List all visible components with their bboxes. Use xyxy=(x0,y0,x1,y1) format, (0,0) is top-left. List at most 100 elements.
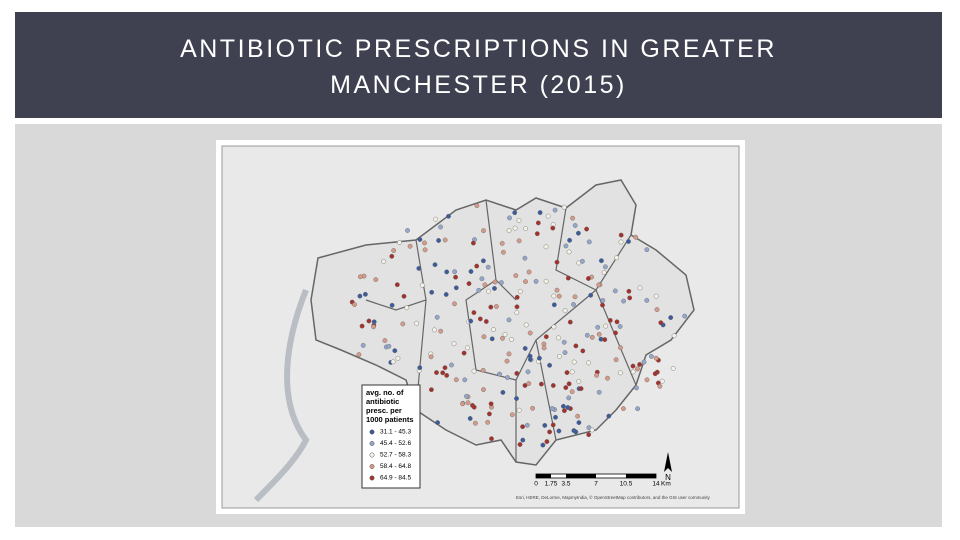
practice-point xyxy=(472,420,478,426)
practice-point xyxy=(613,357,619,363)
practice-point xyxy=(571,301,576,307)
practice-point xyxy=(542,422,548,428)
practice-point xyxy=(561,408,567,414)
practice-point xyxy=(400,321,406,327)
practice-point xyxy=(627,295,633,301)
practice-point xyxy=(507,215,512,221)
practice-point xyxy=(481,334,487,340)
practice-point xyxy=(533,278,539,284)
practice-point xyxy=(550,422,556,428)
practice-point xyxy=(453,285,459,291)
scale-label: 3.5 xyxy=(561,481,570,488)
practice-point xyxy=(635,406,640,412)
practice-point xyxy=(467,416,473,421)
practice-point xyxy=(438,328,444,334)
practice-point xyxy=(525,369,531,375)
practice-point xyxy=(359,323,365,329)
practice-point xyxy=(500,335,505,341)
practice-point xyxy=(576,378,582,384)
practice-point xyxy=(547,362,552,368)
practice-point xyxy=(561,204,567,210)
practice-point xyxy=(584,332,590,338)
practice-point xyxy=(657,383,663,389)
practice-point xyxy=(389,302,395,308)
practice-point xyxy=(466,281,472,287)
practice-point xyxy=(452,301,457,307)
legend-title: 1000 patients xyxy=(366,415,414,424)
practice-point xyxy=(586,360,591,366)
practice-point xyxy=(626,239,631,244)
practice-point xyxy=(486,411,492,417)
practice-point xyxy=(554,259,560,265)
practice-point xyxy=(569,369,575,375)
practice-point xyxy=(575,230,581,236)
practice-point xyxy=(431,327,437,333)
practice-point xyxy=(586,425,592,430)
practice-point xyxy=(434,370,439,376)
practice-point xyxy=(502,332,508,337)
practice-point xyxy=(617,370,623,376)
practice-point xyxy=(488,304,494,310)
north-arrow xyxy=(664,452,672,472)
practice-point xyxy=(540,442,546,448)
practice-point xyxy=(449,362,454,368)
practice-point xyxy=(371,324,376,330)
scale-label: 14 xyxy=(652,481,660,488)
practice-point xyxy=(562,350,568,356)
practice-point xyxy=(434,314,440,320)
practice-point xyxy=(509,412,515,418)
practice-point xyxy=(516,238,522,244)
practice-point xyxy=(523,279,528,285)
practice-point xyxy=(613,330,618,336)
legend-label: 45.4 - 52.6 xyxy=(380,440,411,447)
practice-point xyxy=(589,427,595,433)
practice-points xyxy=(349,203,688,448)
practice-point xyxy=(635,366,640,372)
practice-point xyxy=(520,437,526,443)
practice-point xyxy=(436,238,442,243)
practice-point xyxy=(452,269,458,275)
practice-point xyxy=(575,413,580,419)
practice-point xyxy=(547,429,552,435)
practice-point xyxy=(461,350,467,356)
practice-point xyxy=(561,339,567,345)
practice-point xyxy=(481,228,486,234)
practice-point xyxy=(670,365,676,371)
river xyxy=(253,288,310,503)
practice-point xyxy=(465,400,471,406)
practice-point xyxy=(499,241,505,246)
practice-point xyxy=(504,358,510,364)
practice-point xyxy=(381,259,387,264)
practice-point xyxy=(606,413,612,419)
practice-point xyxy=(602,337,608,343)
practice-point xyxy=(422,240,427,246)
practice-point xyxy=(644,377,650,383)
practice-point xyxy=(352,302,357,308)
practice-point xyxy=(514,294,520,300)
practice-point xyxy=(360,342,366,348)
legend-swatch xyxy=(369,464,375,469)
practice-point xyxy=(659,378,665,384)
practice-point xyxy=(428,387,434,393)
practice-point xyxy=(549,406,555,411)
practice-point xyxy=(429,289,435,295)
practice-point xyxy=(483,319,489,324)
practice-point xyxy=(476,287,482,293)
practice-point xyxy=(464,393,469,399)
practice-point xyxy=(394,282,400,288)
practice-point xyxy=(556,353,562,359)
practice-point xyxy=(578,386,584,392)
practice-point xyxy=(489,436,494,442)
practice-point xyxy=(573,429,579,435)
practice-point xyxy=(614,319,620,325)
practice-point xyxy=(512,210,518,216)
practice-point xyxy=(637,285,643,291)
practice-point xyxy=(563,385,569,391)
scale-bar-segment xyxy=(536,474,551,478)
practice-point xyxy=(517,442,523,447)
practice-point xyxy=(428,354,434,360)
legend-title: avg. no. of xyxy=(366,388,404,397)
legend-items: 31.1 - 45.3 45.4 - 52.6 52.7 - 58.3 58.4 - … xyxy=(369,429,411,482)
practice-point xyxy=(514,370,520,376)
